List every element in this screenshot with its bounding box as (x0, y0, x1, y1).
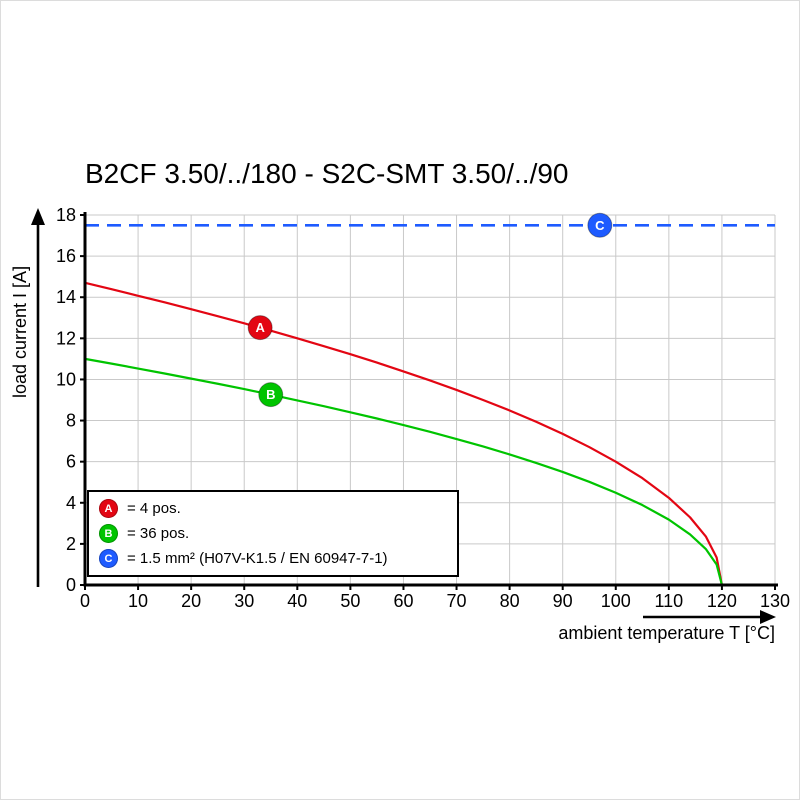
y-tick-label: 8 (66, 411, 76, 431)
curve-marker-b-icon (258, 382, 284, 408)
legend: A = 4 pos. B = 36 pos. C = 1.5 mm² (H07V… (87, 490, 459, 577)
legend-label-b: = 36 pos. (127, 525, 190, 542)
x-tick-label: 110 (654, 591, 683, 611)
legend-item-a: A = 4 pos. (99, 499, 447, 518)
series-curve-b (83, 357, 724, 587)
x-tick-label: 120 (707, 591, 737, 611)
y-tick-label: 2 (66, 534, 76, 554)
legend-marker-b-icon: B (99, 524, 118, 543)
y-tick-label: 16 (56, 246, 76, 266)
x-tick-label: 10 (128, 591, 148, 611)
x-tick-label: 60 (393, 591, 413, 611)
x-tick-label: 50 (340, 591, 360, 611)
curve-marker-c-icon (587, 212, 613, 238)
x-axis-arrow-head-icon (760, 610, 776, 624)
x-tick-label: 100 (601, 591, 631, 611)
curve-marker-b-letter: B (266, 387, 275, 402)
series-curve-a (83, 281, 724, 587)
x-tick-label: 40 (287, 591, 307, 611)
legend-marker-c-icon: C (99, 549, 118, 568)
curve-marker-c-letter: C (595, 218, 605, 233)
curve-marker-a-icon (247, 315, 273, 341)
legend-item-b: B = 36 pos. (99, 524, 447, 543)
x-tick-label: 70 (447, 591, 467, 611)
y-tick-label: 12 (56, 328, 76, 348)
y-tick-label: 4 (66, 493, 76, 513)
legend-label-a: = 4 pos. (127, 500, 181, 517)
y-tick-label: 10 (56, 369, 76, 389)
x-tick-label: 20 (181, 591, 201, 611)
x-tick-label: 0 (80, 591, 90, 611)
y-axis-arrow-head-icon (31, 208, 45, 225)
curve-marker-a-letter: A (255, 320, 265, 335)
y-tick-label: 6 (66, 452, 76, 472)
x-tick-label: 90 (553, 591, 573, 611)
y-tick-label: 14 (56, 287, 76, 307)
x-tick-label: 80 (500, 591, 520, 611)
x-tick-label: 30 (234, 591, 254, 611)
y-tick-label: 0 (66, 575, 76, 595)
x-tick-label: 130 (760, 591, 790, 611)
legend-marker-a-icon: A (99, 499, 118, 518)
chart-title: B2CF 3.50/../180 - S2C-SMT 3.50/../90 (85, 158, 569, 189)
y-tick-label: 18 (56, 205, 76, 225)
y-axis-label: load current I [A] (10, 265, 30, 398)
legend-label-c: = 1.5 mm² (H07V-K1.5 / EN 60947-7-1) (127, 550, 388, 567)
x-axis-label: ambient temperature T [°C] (558, 623, 775, 643)
legend-item-c: C = 1.5 mm² (H07V-K1.5 / EN 60947-7-1) (99, 549, 447, 568)
